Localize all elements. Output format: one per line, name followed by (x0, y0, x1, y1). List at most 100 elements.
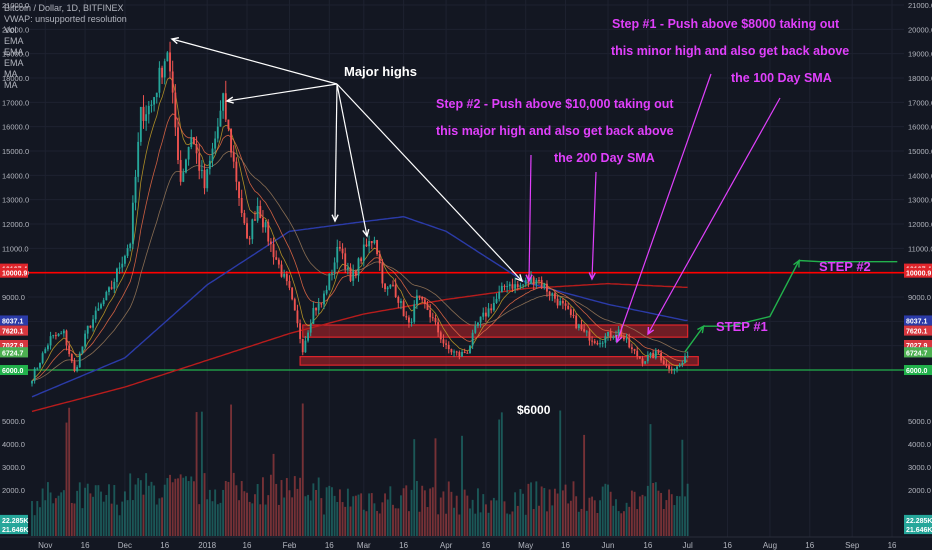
volume-bar (328, 485, 331, 536)
candle-body (198, 153, 201, 171)
volume-bar (641, 494, 644, 536)
volume-tick-label-left: 4000.0 (2, 440, 25, 449)
candle-body (405, 316, 408, 318)
annotation-step2-line1: Step #2 - Push above $10,000 taking out (436, 97, 674, 111)
annotation-step1-line1: Step #1 - Push above $8000 taking out (612, 17, 840, 31)
price-badge-label: 6000.0 (2, 368, 24, 375)
y-tick-label-left: 18000.0 (2, 74, 29, 83)
candle-body (349, 267, 352, 281)
indicator-line (31, 215, 688, 398)
volume-bar (78, 482, 81, 536)
candle-body (652, 352, 655, 359)
volume-tick-label-right: 3000.0 (908, 463, 931, 472)
volume-bar (649, 424, 652, 536)
candle-body (641, 358, 644, 364)
volume-bar (134, 484, 137, 536)
candle-body (588, 331, 591, 341)
candle-body (500, 285, 503, 293)
candle-body (36, 367, 39, 369)
volume-bar (352, 496, 355, 536)
candle-body (222, 93, 225, 111)
candle-body (660, 352, 663, 361)
candle-body (52, 335, 55, 337)
y-tick-label-left: 21000.0 (2, 1, 29, 10)
candle-body (540, 279, 543, 287)
candle-body (466, 352, 469, 354)
y-tick-label-left: 17000.0 (2, 98, 29, 107)
volume-bar (214, 489, 217, 536)
price-badge: 6724.7 (904, 347, 932, 358)
volume-bar (670, 494, 673, 536)
volume-bar (609, 491, 612, 536)
annotation-arrowhead (647, 326, 655, 336)
candle-body (378, 254, 381, 264)
candle-body (195, 144, 198, 154)
candle-body (60, 333, 63, 335)
volume-bar (482, 494, 485, 536)
volume-bar (535, 481, 538, 536)
annotation-step1-line2: this minor high and also get back above (611, 44, 850, 58)
volume-bar (410, 489, 413, 536)
candle-body (492, 302, 495, 311)
candle-body (431, 317, 434, 319)
candle-body (524, 280, 527, 285)
candle-body (150, 104, 153, 106)
volume-bar (293, 476, 296, 536)
candle-body (546, 283, 548, 292)
candle-body (84, 333, 87, 347)
volume-bar (177, 478, 179, 536)
candle-body (283, 273, 286, 277)
candle-body (352, 271, 355, 281)
volume-bar (561, 490, 564, 536)
candle-body (357, 258, 360, 276)
volume-bar (415, 480, 418, 536)
candle-body (142, 106, 145, 121)
price-badge: 8037.1 (904, 315, 932, 326)
volume-bar (267, 495, 270, 536)
volume-bar (89, 493, 92, 536)
candle-body (628, 338, 631, 348)
candle-body (564, 303, 567, 306)
candle-body (182, 172, 185, 182)
price-badge: 10000.9 (0, 267, 28, 278)
candle-body (447, 344, 450, 350)
volume-bar (681, 439, 684, 536)
y-tick-label-right: 14000.0 (908, 171, 932, 180)
volume-bar (392, 504, 394, 536)
x-tick-label: Aug (763, 541, 777, 550)
candle-body (620, 329, 623, 338)
y-tick-label-right: 12000.0 (908, 220, 932, 229)
annotation-arrowhead (515, 274, 524, 283)
volume-bar (522, 493, 525, 536)
volume-bar (665, 500, 668, 536)
candle-body (623, 337, 625, 340)
candle-body (171, 71, 174, 93)
volume-bar (320, 498, 323, 536)
candle-body (246, 223, 248, 239)
candle-body (315, 307, 317, 311)
y-tick-label-left: 14000.0 (2, 171, 29, 180)
candle-body (49, 336, 52, 346)
candle-body (78, 353, 81, 368)
volume-bar (200, 411, 203, 536)
candle-body (376, 240, 379, 255)
candle-body (92, 319, 94, 328)
candle-body (572, 314, 575, 316)
candle-body (44, 349, 47, 354)
price-badge-bg (0, 325, 28, 336)
candle-body (275, 257, 278, 260)
volume-bar (418, 511, 421, 536)
volume-bar (304, 496, 307, 536)
candle-body (264, 222, 267, 228)
annotation-arrowhead (331, 214, 339, 223)
annotation-arrow-line (171, 38, 338, 85)
candle-body (230, 128, 233, 153)
candle-body (617, 329, 620, 336)
volume-bar (662, 509, 665, 536)
volume-bar (272, 453, 275, 536)
x-tick-label: Jun (602, 541, 615, 550)
candle-body (532, 277, 535, 285)
price-badge: 6724.7 (0, 347, 28, 358)
volume-bar (123, 491, 126, 536)
